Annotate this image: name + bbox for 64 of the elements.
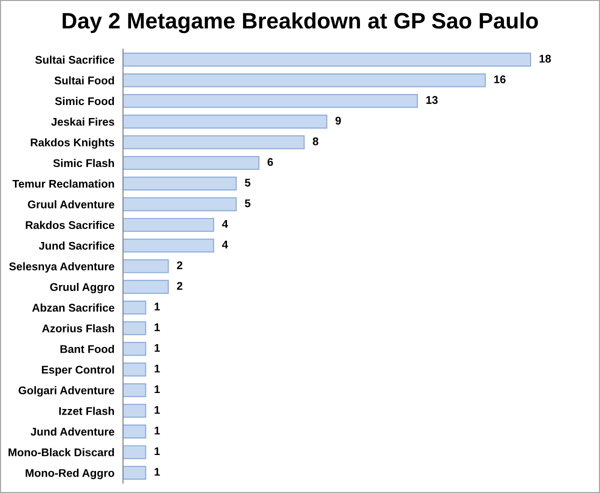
y-tick-label: Jund Sacrifice — [38, 242, 114, 250]
bar — [123, 300, 146, 314]
y-tick-label: Mono-Red Aggro — [26, 468, 114, 480]
data-label: 16 — [494, 75, 506, 84]
bar — [123, 176, 237, 191]
y-tick-label: Simic Food — [55, 96, 114, 106]
bar — [123, 342, 146, 356]
data-label: 1 — [154, 426, 160, 434]
data-label: 1 — [154, 385, 160, 394]
data-label: 1 — [154, 323, 160, 332]
y-tick-label: Mono-Black Discard — [8, 448, 114, 456]
bar — [123, 259, 169, 274]
bar — [123, 466, 146, 480]
y-tick-label: Temur Reclamation — [12, 180, 114, 188]
bar — [123, 445, 146, 460]
y-tick-label: Esper Control — [42, 365, 114, 376]
data-label: 1 — [154, 447, 160, 456]
bar — [123, 424, 146, 438]
chart-title: Day 2 Metagame Breakdown at GP Sao Paulo — [62, 12, 538, 34]
data-label: 2 — [177, 261, 182, 270]
y-tick-label: Golgari Adventure — [18, 386, 114, 397]
y-tick-label: Rakdos Knights — [30, 138, 114, 149]
y-tick-label: Sultai Food — [54, 76, 114, 84]
y-tick-label: Rakdos Sacrifice — [26, 220, 114, 230]
data-label: 6 — [268, 158, 273, 166]
data-label: 13 — [426, 96, 438, 104]
bar — [123, 197, 237, 212]
data-label: 1 — [154, 344, 160, 352]
data-label: 4 — [222, 220, 228, 228]
data-label: 18 — [540, 54, 551, 63]
bar — [123, 114, 328, 129]
data-label: 1 — [154, 406, 160, 414]
data-label: 2 — [177, 282, 182, 290]
data-label: 5 — [244, 199, 250, 208]
bar — [123, 156, 260, 170]
y-tick-label: Selesnya Adventure — [9, 262, 114, 273]
bar — [123, 94, 418, 108]
data-label: 1 — [154, 364, 160, 372]
y-tick-label: Bant Food — [60, 344, 114, 353]
y-tick-label: Jund Adventure — [30, 427, 114, 436]
bar — [123, 280, 169, 294]
bar — [123, 238, 214, 253]
y-tick-label: Azorius Flash — [42, 324, 114, 332]
bar — [123, 362, 146, 376]
y-tick-label: Gruul Aggro — [50, 282, 114, 294]
y-tick-label: Jeskai Fires — [51, 118, 114, 126]
bar — [123, 52, 532, 67]
y-tick-label: Gruul Adventure — [28, 200, 114, 208]
bar — [123, 404, 146, 418]
y-tick-label: Sultai Sacrifice — [35, 56, 114, 64]
y-tick-label: Abzan Sacrifice — [32, 304, 114, 312]
data-label: 4 — [222, 240, 228, 248]
data-label: 9 — [335, 116, 341, 125]
bar — [123, 135, 305, 150]
bar — [123, 218, 214, 232]
data-label: 1 — [154, 302, 160, 310]
bar — [123, 321, 146, 336]
data-label: 1 — [154, 468, 160, 476]
y-tick-label: Simic Flash — [53, 158, 114, 168]
bar — [123, 73, 486, 88]
data-label: 5 — [244, 178, 250, 187]
bar — [123, 383, 146, 398]
data-label: 8 — [312, 137, 318, 146]
y-tick-label: Izzet Flash — [59, 406, 114, 415]
